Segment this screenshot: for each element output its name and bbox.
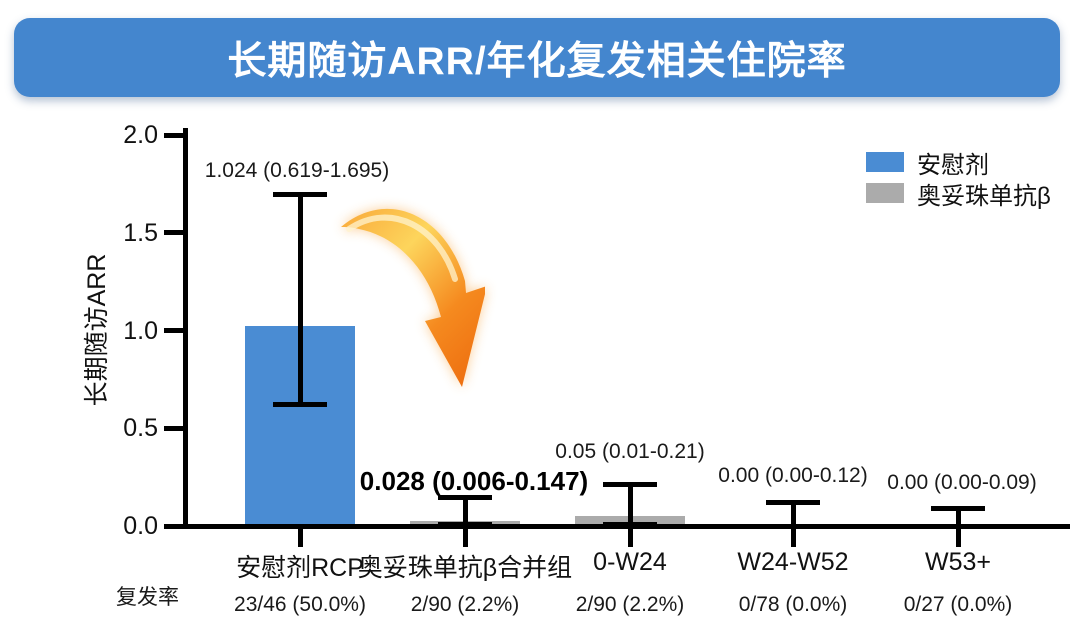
error-bar-cap-top — [931, 505, 985, 511]
y-tick-mark — [164, 230, 186, 236]
y-tick-mark — [164, 132, 186, 138]
legend-label: 奥妥珠单抗β — [917, 182, 1051, 210]
value-label: 0.028 (0.006-0.147) — [359, 466, 589, 496]
page-title: 长期随访ARR/年化复发相关住院率 — [227, 39, 847, 83]
treatment-swatch-icon — [866, 183, 904, 203]
error-bar-line — [627, 484, 633, 525]
title-banner: 长期随访ARR/年化复发相关住院率 — [14, 18, 1060, 97]
y-tick-mark — [164, 328, 186, 333]
placebo-swatch-icon — [866, 152, 904, 172]
y-tick-label: 0.0 — [123, 512, 158, 540]
y-tick-mark — [164, 425, 186, 431]
error-bar-cap-bottom — [273, 402, 327, 408]
value-label: 0.00 (0.00-0.09) — [887, 471, 1037, 494]
y-axis-line — [183, 128, 188, 529]
relapse-rate-value: 23/46 (50.0%) — [234, 593, 366, 616]
x-category-label: W24-W52 — [737, 548, 849, 576]
y-tick-label: 2.0 — [123, 121, 158, 149]
x-category-label: W53+ — [924, 548, 992, 576]
value-label: 0.05 (0.01-0.21) — [555, 440, 705, 463]
x-axis-line — [183, 524, 1070, 529]
error-bar-line — [790, 502, 796, 526]
legend-item-placebo: 安慰剂 — [866, 151, 1051, 179]
relapse-rate-value: 0/78 (0.0%) — [738, 593, 848, 616]
value-label: 0.00 (0.00-0.12) — [718, 464, 868, 487]
error-bar-line — [462, 497, 468, 525]
x-category-label: 0-W24 — [593, 548, 667, 576]
x-tick-mark — [955, 529, 961, 547]
y-tick-label: 1.0 — [123, 316, 158, 345]
legend-label: 安慰剂 — [917, 151, 989, 179]
legend-item-treatment: 奥妥珠单抗β — [866, 182, 1051, 210]
error-bar-cap-top — [273, 192, 327, 198]
error-bar-cap-top — [438, 494, 492, 500]
relapse-rate-value: 2/90 (2.2%) — [575, 593, 685, 616]
error-bar-cap-top — [603, 482, 657, 488]
x-tick-mark — [790, 529, 796, 547]
x-tick-mark — [297, 529, 303, 547]
x-tick-mark — [627, 529, 633, 547]
value-label: 1.024 (0.619-1.695) — [204, 159, 390, 182]
x-tick-mark — [462, 529, 468, 547]
error-bar-line — [955, 508, 961, 526]
y-tick-label: 0.5 — [123, 414, 158, 443]
relapse-rate-value: 0/27 (0.0%) — [903, 593, 1013, 616]
x-category-label: 奥妥珠单抗β合并组 — [357, 554, 573, 582]
y-tick-label: 1.5 — [123, 218, 158, 247]
y-tick-mark — [164, 523, 186, 529]
legend: 安慰剂 奥妥珠单抗β — [866, 151, 1051, 213]
x-category-label: 安慰剂RCP — [236, 554, 364, 582]
relapse-rate-row-label: 复发率 — [116, 586, 179, 609]
error-bar-cap-top — [766, 500, 820, 506]
decrease-arrow-icon — [341, 209, 485, 387]
error-bar-line — [297, 194, 303, 405]
relapse-rate-value: 2/90 (2.2%) — [410, 593, 520, 616]
